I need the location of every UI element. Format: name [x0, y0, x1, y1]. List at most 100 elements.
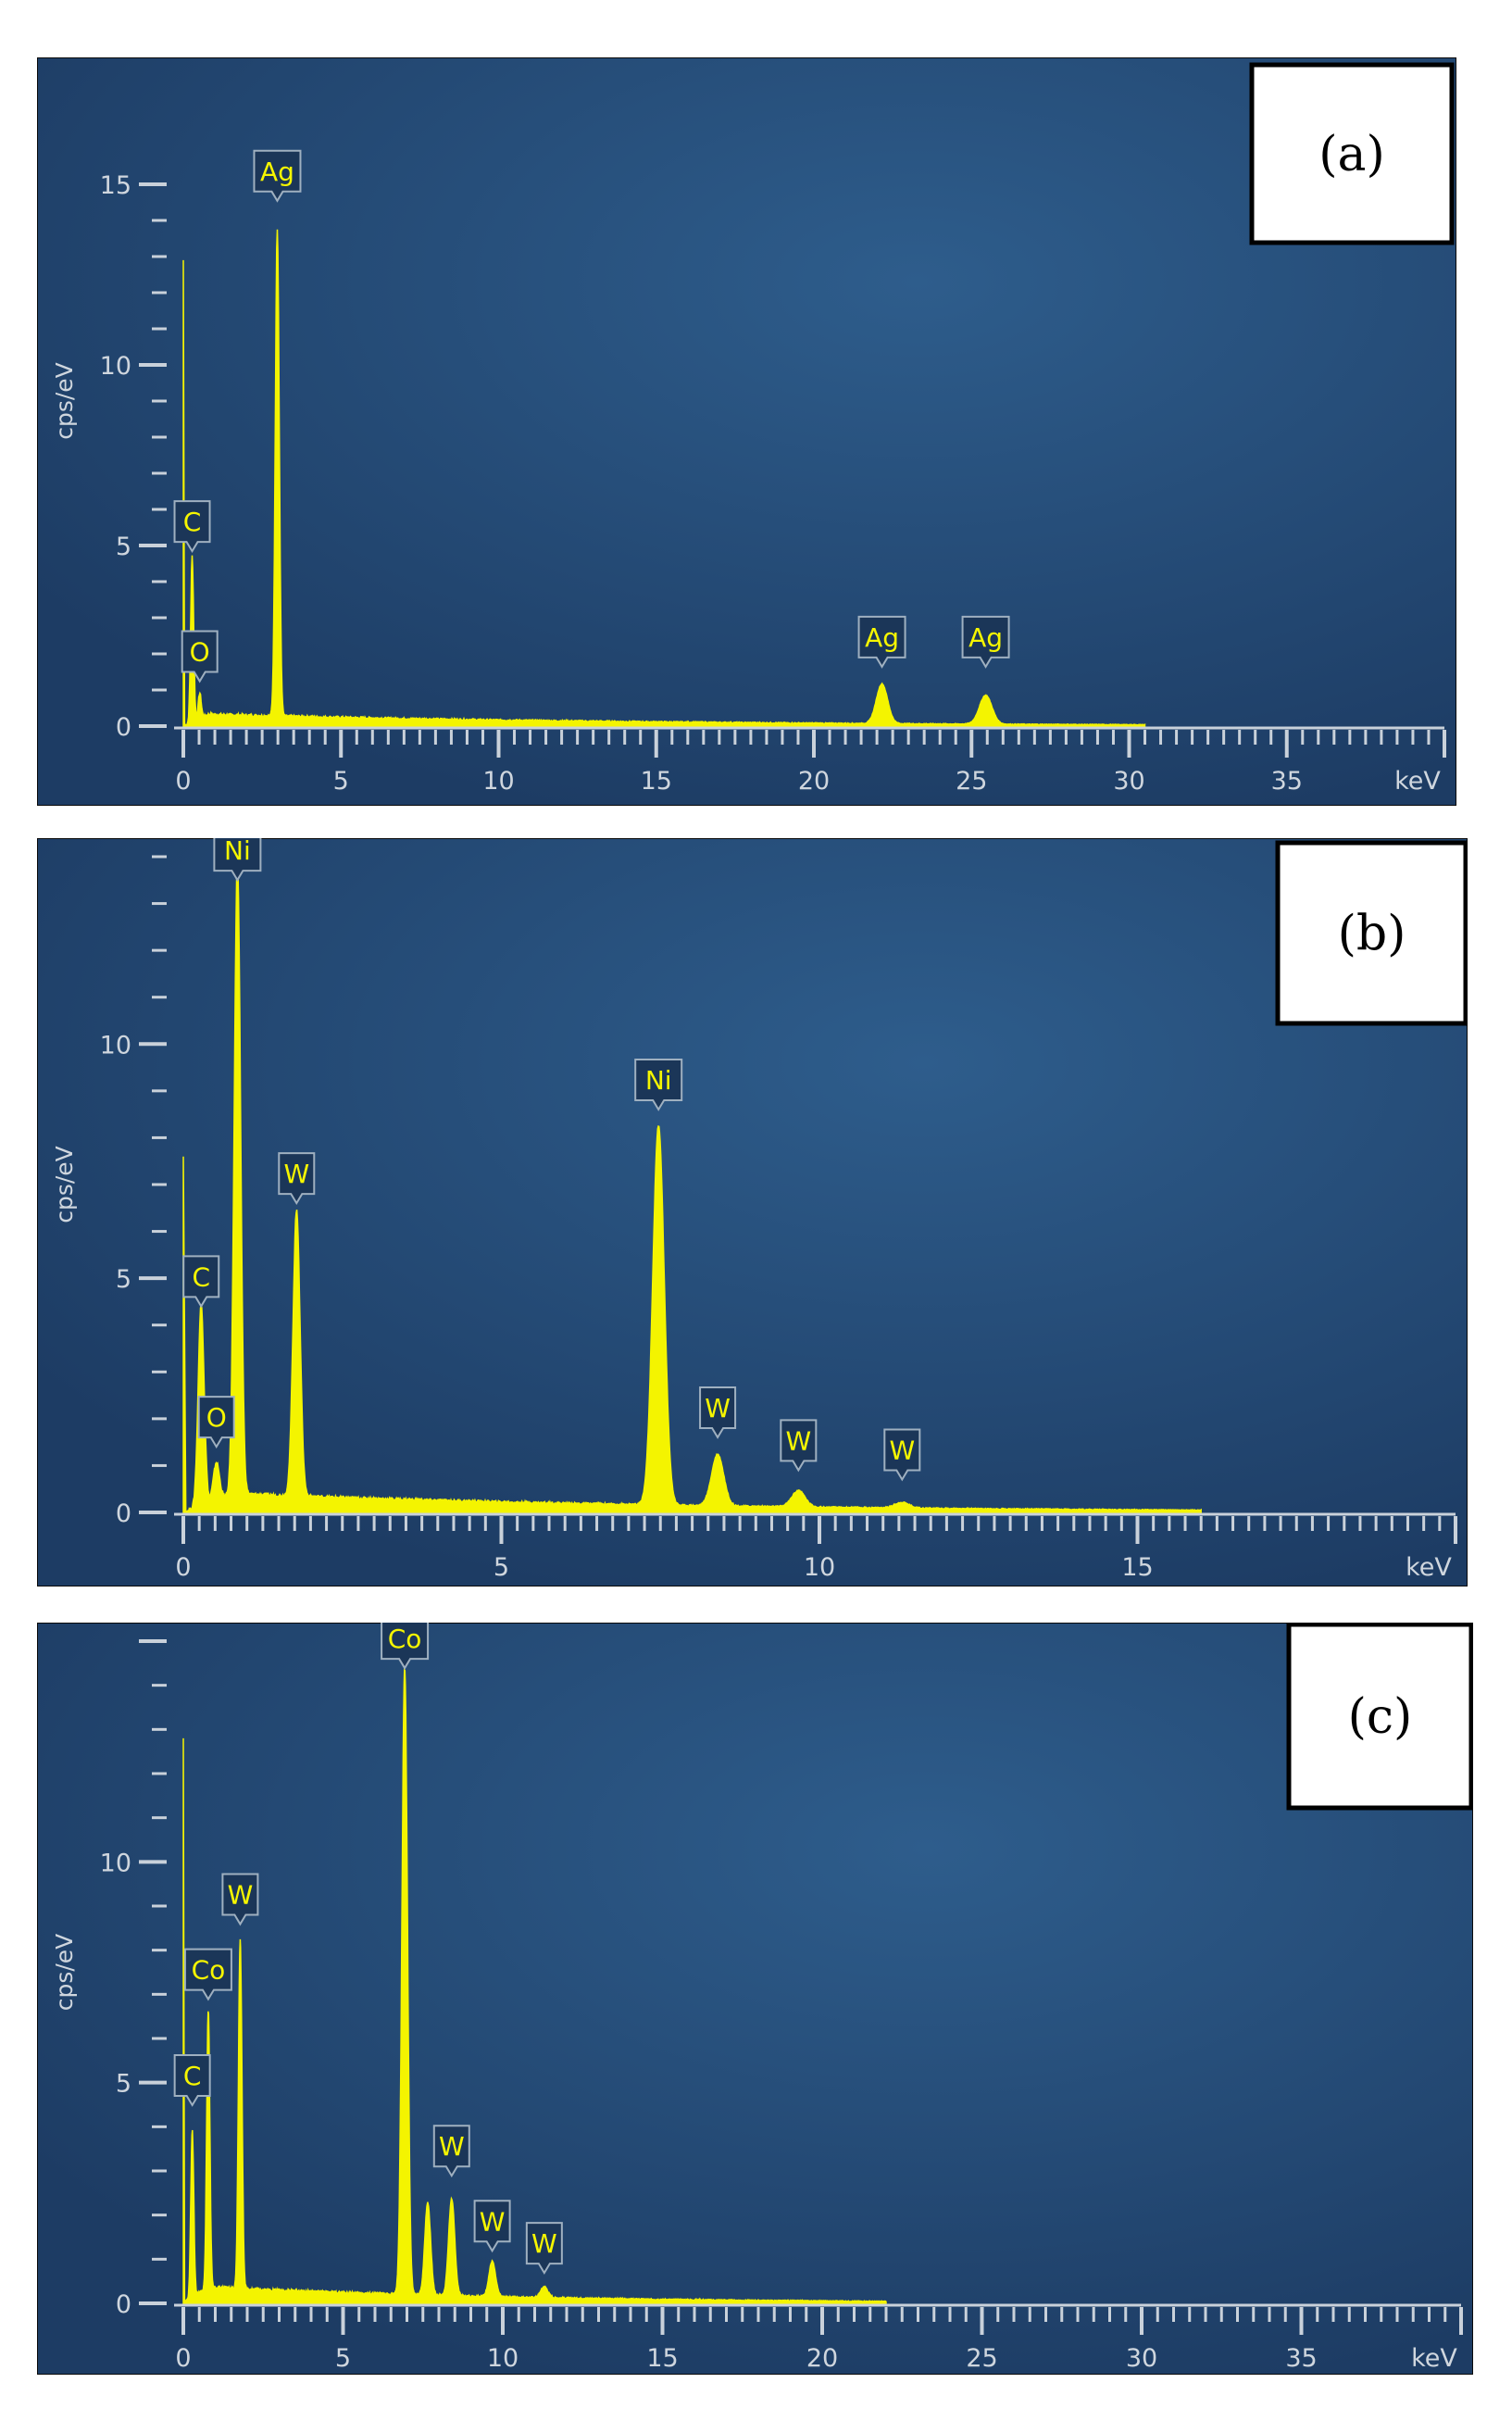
y-tick-label-0: 0: [116, 713, 131, 742]
peak-label-c-3: C: [173, 2053, 211, 2107]
x-tick-label-15: 15: [646, 2344, 678, 2373]
peak-label-text: C: [183, 2061, 202, 2091]
peak-label-box: [221, 1873, 259, 1926]
y-tick-label-5: 5: [116, 1265, 131, 1294]
peak-label-text: O: [190, 637, 210, 668]
peak-label-w-4: W: [432, 2125, 470, 2178]
y-axis-label: cps/eV: [51, 1146, 78, 1223]
x-tick-label-10: 10: [487, 2344, 519, 2373]
x-tick-label-10: 10: [804, 1553, 835, 1582]
peak-label-co-2: Co: [183, 1948, 232, 2001]
peak-label-text: W: [889, 1435, 915, 1465]
x-tick-label-25: 25: [956, 767, 987, 796]
y-tick-label-10: 10: [100, 1031, 131, 1060]
peak-label-text: W: [531, 2228, 557, 2259]
peak-label-ni-4: Ni: [634, 1058, 683, 1111]
peak-label-c-0: C: [173, 500, 211, 554]
y-axis-label: cps/eV: [51, 362, 78, 440]
spectrum-series: [182, 229, 1146, 728]
peak-label-box: [381, 1623, 430, 1671]
panel-label: (c): [1348, 1689, 1413, 1745]
y-tick-label-5: 5: [116, 2070, 131, 2099]
x-tick-label-5: 5: [494, 1553, 509, 1582]
peak-label-box: [699, 1386, 737, 1439]
peak-label-text: C: [183, 507, 202, 537]
peak-label-box: [173, 500, 211, 554]
peak-label-box: [432, 2125, 470, 2178]
peak-label-o-1: O: [181, 630, 219, 683]
x-tick-label-0: 0: [175, 767, 191, 796]
y-tick-label-0: 0: [116, 1499, 131, 1528]
eds-spectrum-chart-b: 0 5 10 15 keV 0 5 10 cps/eV Ni W C O Ni W W W (b): [37, 838, 1468, 1586]
x-tick-label-35: 35: [1285, 2344, 1317, 2373]
peak-label-box: [213, 838, 262, 883]
x-tick-label-15: 15: [641, 767, 672, 796]
peak-label-o-3: O: [197, 1396, 235, 1449]
x-axis-label: keV: [1394, 767, 1441, 796]
y-tick-label-10: 10: [100, 1849, 131, 1877]
plot-background: [37, 838, 1468, 1586]
panel-label: (a): [1318, 127, 1385, 182]
eds-panel-a: 0 5 10 15 20 25 30 35 keV 0 5 10 15 cps/eV C O Ag Ag Ag (a): [37, 57, 1456, 806]
peak-label-text: W: [705, 1393, 731, 1423]
peak-label-text: W: [785, 1425, 811, 1456]
peak-label-box: [473, 2200, 511, 2253]
peak-label-text: Ni: [645, 1065, 672, 1096]
panel-label-box: [1286, 1623, 1473, 1811]
peak-label-text: W: [228, 1880, 254, 1911]
peak-label-box: [857, 615, 906, 669]
peak-label-ag-3: Ag: [857, 615, 906, 669]
x-tick-label-20: 20: [798, 767, 830, 796]
eds-spectrum-chart-a: 0 5 10 15 20 25 30 35 keV 0 5 10 15 cps/eV C O Ag Ag Ag (a): [37, 57, 1456, 806]
x-tick-label-20: 20: [806, 2344, 838, 2373]
peak-label-text: Co: [388, 1624, 422, 1654]
peak-label-box: [181, 630, 219, 683]
panel-label-box: [1249, 62, 1455, 245]
y-tick-label-15: 15: [100, 171, 131, 200]
peak-label-text: W: [480, 2206, 506, 2237]
peak-label-text: Ni: [224, 838, 251, 866]
plot-background: [37, 57, 1456, 806]
x-tick-label-0: 0: [175, 1553, 191, 1582]
peak-label-box: [780, 1419, 818, 1473]
panel-label: (b): [1338, 907, 1406, 962]
x-tick-label-5: 5: [333, 767, 349, 796]
peak-label-text: W: [283, 1159, 309, 1189]
x-tick-label-30: 30: [1126, 2344, 1157, 2373]
x-tick-label-10: 10: [482, 767, 514, 796]
x-tick-label-15: 15: [1121, 1553, 1153, 1582]
peak-label-box: [173, 2053, 211, 2107]
peak-label-c-2: C: [182, 1255, 220, 1309]
x-tick-label-30: 30: [1113, 767, 1144, 796]
x-tick-label-5: 5: [335, 2344, 351, 2373]
peak-label-box: [183, 1948, 232, 2001]
spectrum-series: [182, 1667, 887, 2305]
peak-label-box: [253, 149, 302, 203]
peak-label-text: O: [206, 1402, 227, 1433]
eds-panel-c: 0 5 10 15 20 25 30 35 keV 0 5 10 cps/eV Co W Co C W W W (c): [37, 1623, 1473, 2375]
y-tick-label-5: 5: [116, 533, 131, 561]
peak-label-w-1: W: [278, 1152, 316, 1206]
peak-label-w-6: W: [780, 1419, 818, 1473]
panel-label-box: [1275, 840, 1468, 1026]
peak-label-w-1: W: [221, 1873, 259, 1926]
peak-label-co-0: Co: [381, 1623, 430, 1671]
peak-label-w-5: W: [473, 2200, 511, 2253]
peak-label-box: [634, 1058, 683, 1111]
x-axis-label: keV: [1406, 1553, 1452, 1582]
x-tick-label-25: 25: [966, 2344, 997, 2373]
peak-label-w-6: W: [525, 2222, 563, 2276]
plot-background: [37, 1623, 1473, 2375]
eds-panel-b: 0 5 10 15 keV 0 5 10 cps/eV Ni W C O Ni W W W (b): [37, 838, 1468, 1586]
peak-label-box: [525, 2222, 563, 2276]
peak-label-w-7: W: [883, 1428, 921, 1482]
x-tick-label-0: 0: [175, 2344, 191, 2373]
y-tick-label-0: 0: [116, 2290, 131, 2319]
y-tick-label-10: 10: [100, 352, 131, 381]
spectrum-series: [182, 861, 1202, 1514]
peak-label-box: [883, 1428, 921, 1482]
x-axis-label: keV: [1411, 2344, 1457, 2373]
peak-label-box: [278, 1152, 316, 1206]
peak-label-box: [197, 1396, 235, 1449]
